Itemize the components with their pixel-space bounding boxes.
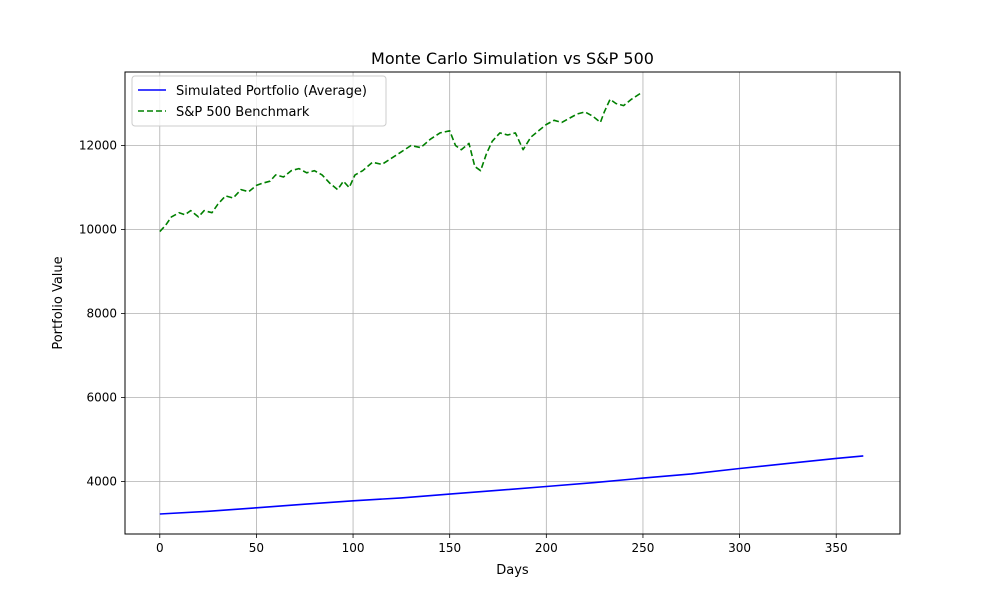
y-tick-label: 10000 [79,223,117,237]
x-tick-label: 250 [632,541,655,555]
x-tick-label: 150 [438,541,461,555]
ticks: 0 50 100 150 200 250 300 350 4000 6000 8000 10000 12… [79,139,848,556]
y-tick-label: 6000 [86,391,117,405]
legend-label-benchmark: S&P 500 Benchmark [176,105,310,120]
x-tick-label: 350 [825,541,848,555]
legend-box [131,75,387,127]
y-axis-label: Portfolio Value [51,256,66,349]
legend-label-simulated: Simulated Portfolio (Average) [176,84,367,99]
x-tick-label: 0 [156,541,164,555]
series-line-sp500-benchmark [159,92,642,233]
x-tick-label: 50 [249,541,264,555]
grid [125,72,900,534]
y-tick-label: 4000 [86,475,117,489]
y-tick-label: 12000 [79,139,117,153]
chart-title: Monte Carlo Simulation vs S&P 500 [371,49,654,68]
x-tick-label: 100 [342,541,365,555]
x-tick-label: 200 [535,541,558,555]
legend: Simulated Portfolio (Average) S&P 500 Be… [131,75,387,127]
x-tick-label: 300 [728,541,751,555]
plot-frame [124,71,901,535]
y-tick-label: 8000 [86,307,117,321]
x-axis-label: Days [496,563,529,578]
series-line-simulated-portfolio [159,455,864,515]
series-layer [159,92,864,515]
